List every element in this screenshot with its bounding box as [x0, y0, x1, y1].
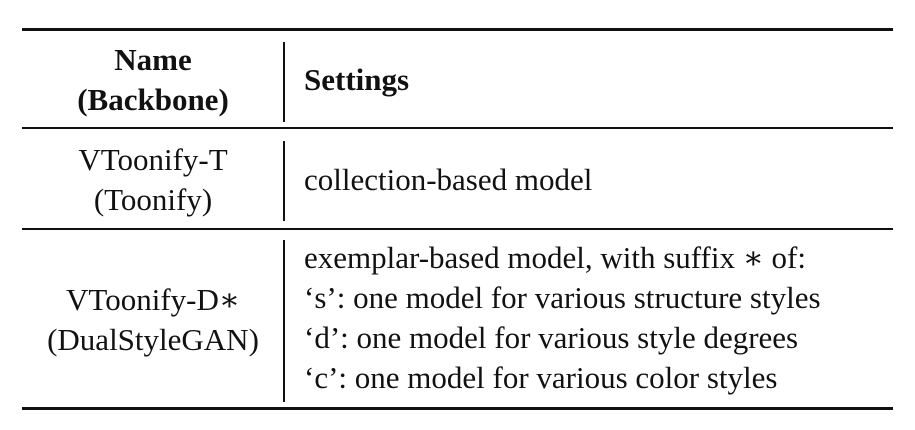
header-name: Name [114, 42, 192, 77]
column-divider-row-2 [283, 240, 285, 402]
header-backbone: (Backbone) [77, 82, 229, 117]
column-divider-header [283, 42, 285, 122]
bottom-rule [22, 407, 893, 410]
top-rule [22, 28, 893, 31]
row-2-setting-line: ‘d’: one model for various style degrees [304, 320, 799, 355]
row-1-setting-line: collection-based model [304, 162, 593, 197]
row-divider [22, 228, 893, 230]
row-2-setting-line: ‘s’: one model for various structure sty… [304, 280, 821, 315]
row-2-setting-line: exemplar-based model, with suffix ∗ of: [304, 240, 806, 275]
column-divider-row-1 [283, 141, 285, 221]
row-1-name: VToonify-T [78, 142, 228, 177]
row-2-name: VToonify-D∗ [66, 282, 240, 317]
row-2-settings-cell: exemplar-based model, with suffix ∗ of: … [304, 238, 894, 398]
header-rule [22, 127, 893, 129]
row-1-name-cell: VToonify-T (Toonify) [22, 140, 284, 220]
row-1-settings-cell: collection-based model [304, 160, 894, 200]
header-settings-cell: Settings [304, 60, 894, 100]
header-settings: Settings [304, 62, 410, 97]
row-1-backbone: (Toonify) [93, 182, 213, 217]
row-2-backbone: (DualStyleGAN) [47, 322, 259, 357]
header-name-cell: Name (Backbone) [22, 40, 284, 120]
row-2-name-cell: VToonify-D∗ (DualStyleGAN) [22, 280, 284, 360]
row-2-setting-line: ‘c’: one model for various color styles [304, 360, 778, 395]
